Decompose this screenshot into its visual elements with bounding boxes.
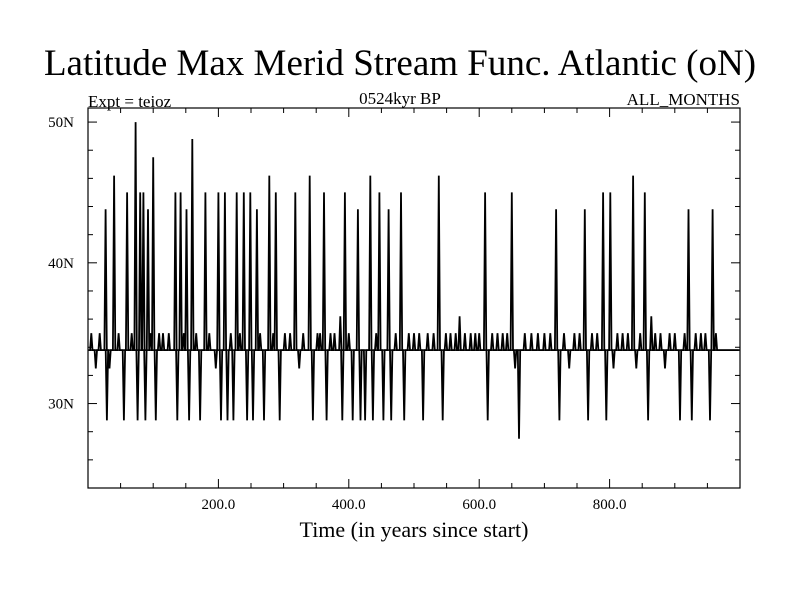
x-axis-label: Time (in years since start) (88, 517, 740, 543)
x-tick-label: 400.0 (332, 497, 366, 513)
x-tick-label: 600.0 (462, 497, 496, 513)
series-line (89, 122, 738, 439)
y-tick-label: 30N (48, 397, 74, 413)
x-tick-label: 800.0 (593, 497, 627, 513)
y-tick-label: 50N (48, 115, 74, 131)
x-tick-label: 200.0 (202, 497, 236, 513)
y-tick-label: 40N (48, 256, 74, 272)
